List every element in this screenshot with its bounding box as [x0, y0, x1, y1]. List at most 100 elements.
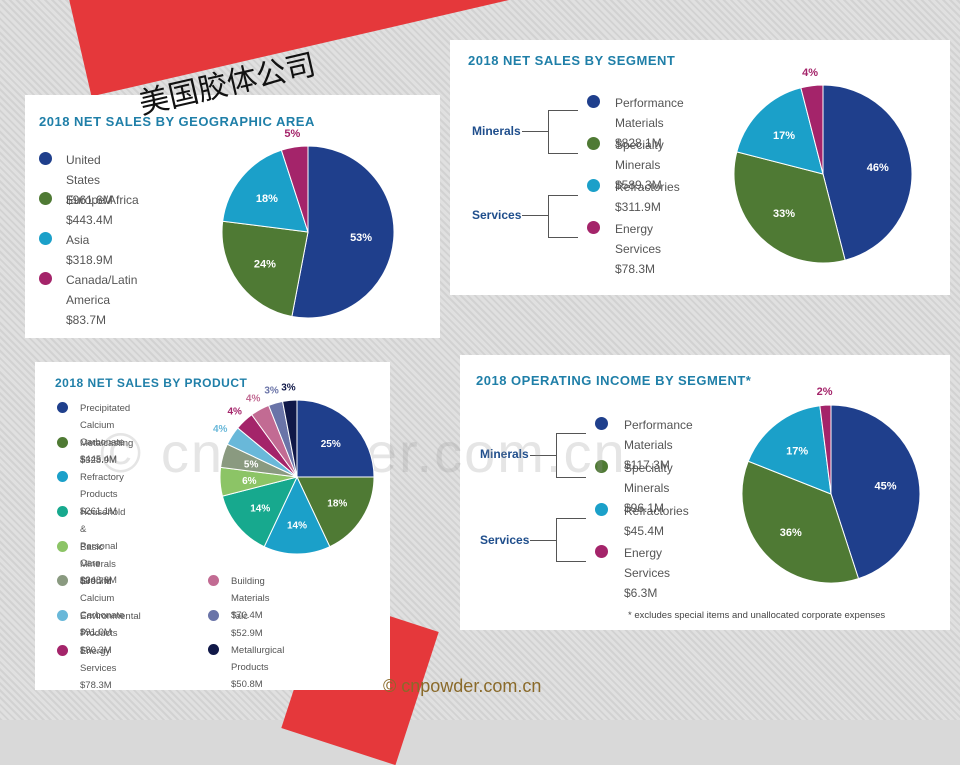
legend-value: $6.3M [624, 586, 658, 600]
bracket-line [548, 110, 549, 153]
legend-value: $83.7M [66, 313, 107, 327]
segment-title: 2018 NET SALES BY SEGMENT [468, 53, 676, 68]
legend-item: Specialty Minerals $589.3M [587, 135, 664, 195]
income-panel: 2018 OPERATING INCOME BY SEGMENT* Minera… [460, 355, 950, 630]
legend-name: United States [66, 153, 101, 187]
bracket-line [530, 540, 556, 541]
legend-swatch [57, 437, 68, 448]
legend-value: $78.3M [615, 262, 656, 276]
legend-name: Household & Personal Care [80, 507, 126, 569]
legend-value: $445.4M [80, 454, 117, 465]
legend-item: Energy Services $6.3M [595, 543, 670, 603]
legend-item: Energy Services $78.3M [57, 643, 116, 694]
legend-item: Metallurgical Products $50.8M [208, 642, 284, 693]
legend-value: $589.3M [615, 178, 662, 192]
legend-item: Specialty Minerals $96.1M [595, 458, 673, 518]
legend-name: Environmental Products [80, 611, 141, 639]
bracket-line [548, 153, 578, 154]
product-panel: 2018 NET SALES BY PRODUCT Precipitated C… [35, 362, 390, 693]
legend-value: $318.9M [66, 253, 113, 267]
bracket-line [548, 110, 578, 111]
bracket-line [548, 237, 578, 238]
legend-swatch [57, 575, 68, 586]
legend-name: Performance Materials [624, 418, 693, 452]
legend-name: Basic Minerals [80, 542, 116, 570]
legend-item: Household & Personal Care $248.8M [57, 504, 125, 589]
legend-item: Refractories $45.4M [595, 501, 689, 541]
bracket-line [556, 477, 586, 478]
group-label-services: Services [472, 208, 522, 222]
legend-value: $443.4M [66, 213, 113, 227]
legend-swatch [39, 232, 52, 245]
legend-value: $961.6M [66, 193, 113, 207]
legend-item: Performance Materials $117.3M [595, 415, 693, 475]
legend-item: United States $961.6M [39, 150, 113, 210]
geo-title: 2018 NET SALES BY GEOGRAPHIC AREA [39, 114, 315, 129]
legend-swatch [57, 645, 68, 656]
legend-name: Metallurgical Products [231, 645, 285, 673]
bracket-line [556, 518, 586, 519]
watermark: © cnpowder.com.cn [100, 421, 627, 484]
legend-name: Building Materials [231, 576, 270, 604]
legend-item: Basic Minerals $99.7M [57, 539, 116, 590]
credit-text: © cnpowder.com.cn [383, 676, 542, 696]
legend-value: $96.1M [624, 501, 665, 515]
legend-name: Refractories [624, 504, 689, 518]
group-label-minerals: Minerals [480, 447, 529, 461]
legend-value: $117.3M [624, 458, 670, 472]
legend-value: $45.4M [624, 524, 665, 538]
group-label-services: Services [480, 533, 530, 547]
legend-name: Refractories [615, 180, 680, 194]
legend-item: Metalcasting $328.9M [57, 435, 133, 469]
legend-swatch [57, 402, 68, 413]
legend-item: Energy Services $78.3M [587, 219, 661, 279]
product-title: 2018 NET SALES BY PRODUCT [55, 376, 248, 390]
legend-swatch [587, 179, 600, 192]
legend-value: $78.3M [80, 680, 112, 691]
legend-item: Refractory Products $261.1M [57, 469, 124, 520]
income-footnote: * excludes special items and unallocated… [628, 610, 886, 621]
legend-name: Europe/Africa [66, 193, 139, 207]
legend-name: Asia [66, 233, 90, 247]
legend-item: Environmental Products $80.3M [57, 608, 141, 659]
bracket-line [548, 195, 578, 196]
legend-item: Talc $52.9M [208, 608, 263, 642]
bracket-line [556, 433, 586, 434]
group-label-minerals: Minerals [472, 124, 521, 138]
legend-swatch [595, 417, 608, 430]
bracket-line [548, 195, 549, 237]
legend-swatch [208, 610, 219, 621]
legend-item: Ground Calcium Carbonate $91.0M [57, 573, 124, 641]
legend-swatch [39, 152, 52, 165]
legend-swatch [587, 137, 600, 150]
legend-swatch [595, 545, 608, 558]
legend-item: Canada/Latin America $83.7M [39, 270, 137, 330]
legend-value: $828.1M [615, 136, 662, 150]
income-title: 2018 OPERATING INCOME BY SEGMENT* [476, 373, 752, 388]
legend-name: Ground Calcium Carbonate [80, 576, 125, 621]
legend-name: Talc [231, 611, 248, 622]
legend-name: Canada/Latin America [66, 273, 138, 307]
legend-name: Refractory Products [80, 472, 124, 500]
segment-panel: 2018 NET SALES BY SEGMENT Minerals Servi… [450, 40, 950, 295]
legend-swatch [39, 272, 52, 285]
legend-value: $99.7M [80, 576, 112, 587]
legend-item: Refractories $311.9M [587, 177, 680, 217]
legend-item: Europe/Africa $443.4M [39, 190, 139, 230]
legend-item: Precipitated Calcium Carbonate $445.4M [57, 400, 130, 468]
legend-swatch [595, 460, 608, 473]
legend-value: $261.1M [80, 506, 117, 517]
bracket-line [522, 215, 548, 216]
legend-name: Performance Materials [615, 96, 684, 130]
bracket-line [530, 455, 556, 456]
legend-swatch [208, 575, 219, 586]
legend-name: Energy Services [624, 546, 671, 580]
legend-name: Energy Services [80, 646, 117, 674]
legend-value: $50.8M [231, 679, 263, 690]
legend-swatch [587, 95, 600, 108]
legend-swatch [57, 541, 68, 552]
legend-swatch [595, 503, 608, 516]
legend-name: Metalcasting [80, 438, 134, 449]
legend-item: Performance Materials $828.1M [587, 93, 684, 153]
bracket-line [556, 518, 557, 561]
